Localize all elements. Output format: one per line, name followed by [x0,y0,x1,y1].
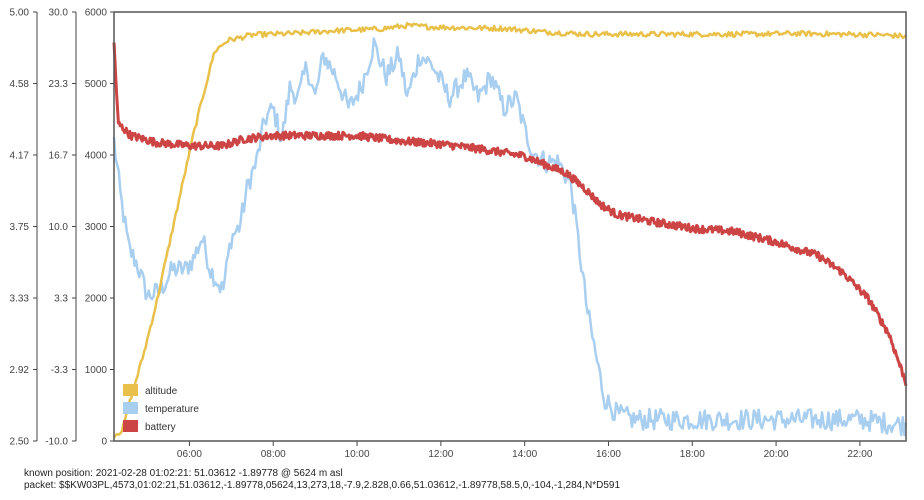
x-axis-tick-label: 20:00 [764,449,789,458]
x-axis-tick-label: 14:00 [512,449,537,458]
altitude-axis-tick-label: 3000 [85,222,108,233]
legend-label-altitude: altitude [145,386,178,397]
battery-axis-tick-label: 4.58 [10,79,30,90]
altitude-axis-tick-label: 1000 [85,365,108,376]
x-axis-tick-label: 06:00 [177,449,202,458]
battery-axis-tick-label: 2.92 [10,365,30,376]
altitude-series-line [112,21,907,439]
temperature-axis-tick-label: -10.0 [45,437,68,448]
x-axis-tick-label: 22:00 [847,449,872,458]
altitude-axis-tick-label: 4000 [85,151,108,162]
altitude-axis-tick-label: 0 [101,437,107,448]
battery-series-line [112,42,908,387]
temperature-axis-tick-label: 10.0 [49,222,69,233]
x-axis-tick-label: 08:00 [261,449,286,458]
temperature-axis-tick-label: 3.3 [54,294,68,305]
known-position-text: known position: 2021-02-28 01:02:21: 51.… [24,468,343,479]
x-axis-tick-label: 18:00 [680,449,705,458]
battery-axis-tick-label: 3.75 [10,222,30,233]
plot-frame [113,11,907,442]
telemetry-chart: 2.50 2.92 3.33 3.75 4.17 4.58 5.00 -10.0 -3.3 3.3… [10,8,908,460]
status-panel: known position: 2021-02-28 01:02:21: 51.… [24,468,620,492]
x-axis-tick-label: 16:00 [596,449,621,458]
altitude-axis-tick-label: 2000 [85,294,108,305]
legend-swatch-temperature [123,402,138,414]
temperature-series-line [112,37,908,437]
battery-axis-tick-label: 5.00 [10,8,30,19]
x-axis-tick-label: 10:00 [345,449,370,458]
battery-axis-tick-label: 2.50 [10,437,30,448]
temperature-axis-tick-label: 23.3 [49,79,69,90]
legend-label-temperature: temperature [145,404,199,415]
altitude-axis-tick-label: 6000 [85,8,108,19]
packet-text: packet: $$KW03PL,4573,01:02:21,51.03612,… [24,480,621,491]
altitude-axis-tick-label: 5000 [85,79,108,90]
battery-axis-tick-label: 3.33 [10,294,30,305]
battery-axis-tick-label: 4.17 [10,151,30,162]
legend-swatch-battery [123,420,138,432]
telemetry-chart-svg: 2.50 2.92 3.33 3.75 4.17 4.58 5.00 -10.0 -3.3 3.3… [10,8,908,460]
temperature-axis-tick-label: 16.7 [49,151,69,162]
legend-label-battery: battery [145,422,176,433]
x-axis-tick-label: 12:00 [428,449,453,458]
temperature-axis-tick-label: 30.0 [49,8,69,19]
legend-swatch-altitude [123,384,138,396]
temperature-axis-tick-label: -3.3 [51,365,69,376]
